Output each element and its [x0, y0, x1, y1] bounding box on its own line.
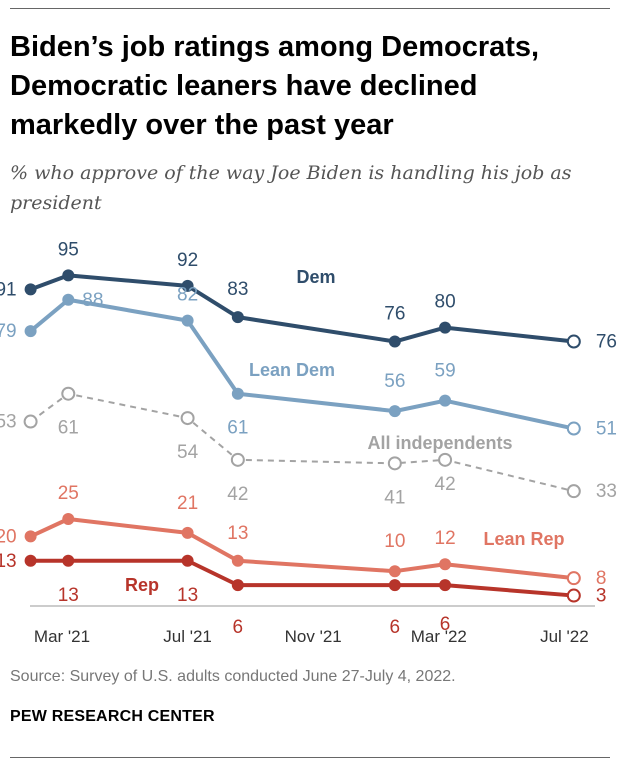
data-point-leandem-4 [388, 405, 401, 418]
data-label-dem-4: 76 [384, 304, 405, 325]
data-label-ind-3: 42 [227, 484, 248, 505]
data-label-rep-3: 6 [233, 617, 244, 638]
data-label-leandem-3: 61 [227, 418, 248, 439]
series-name-dem: Dem [296, 267, 335, 287]
series-name-rep: Rep [125, 575, 159, 595]
data-point-leandem-0 [24, 325, 37, 338]
data-label-rep-2: 13 [177, 585, 198, 606]
data-label-leanrep-0: 20 [0, 526, 17, 547]
data-point-leanrep-6 [566, 571, 581, 586]
data-label-leanrep-6: 8 [596, 568, 607, 589]
data-label-dem-3: 83 [227, 279, 248, 300]
data-point-leandem-2 [181, 314, 194, 327]
data-point-ind-3 [230, 452, 245, 467]
x-tick-label-3: Mar '22 [411, 627, 467, 646]
data-point-rep-4 [388, 579, 401, 592]
data-label-ind-4: 41 [384, 487, 405, 508]
data-point-dem-6 [566, 334, 581, 349]
data-label-rep-0: 13 [0, 551, 17, 572]
data-point-dem-4 [388, 335, 401, 348]
data-point-ind-5 [438, 452, 453, 467]
data-point-dem-3 [231, 311, 244, 324]
data-point-rep-1 [62, 554, 75, 567]
data-label-ind-2: 54 [177, 442, 199, 463]
x-tick-label-4: Jul '22 [540, 627, 589, 646]
data-label-leanrep-2: 21 [177, 493, 198, 514]
data-point-leanrep-4 [388, 565, 401, 578]
data-label-leandem-6: 51 [596, 419, 617, 440]
x-tick-label-2: Nov '21 [285, 627, 342, 646]
data-label-ind-5: 42 [435, 474, 456, 495]
data-label-leandem-2: 82 [177, 285, 198, 306]
data-label-ind-1: 61 [58, 418, 79, 439]
data-label-ind-0: 53 [0, 412, 17, 433]
x-tick-label-0: Mar '21 [34, 627, 90, 646]
data-point-dem-5 [439, 321, 452, 334]
data-label-rep-6: 3 [596, 586, 607, 607]
data-point-leandem-6 [566, 421, 581, 436]
data-label-leanrep-5: 12 [435, 528, 456, 549]
data-point-rep-6 [566, 588, 581, 603]
data-label-rep-1: 13 [58, 585, 79, 606]
data-point-ind-1 [61, 386, 76, 401]
series-name-leanrep: Lean Rep [483, 529, 564, 549]
data-point-ind-2 [180, 411, 195, 426]
data-point-rep-2 [181, 554, 194, 567]
chart-subtitle: % who approve of the way Joe Biden is ha… [10, 162, 572, 214]
data-point-leanrep-1 [62, 513, 75, 525]
data-label-dem-0: 91 [0, 279, 17, 300]
data-label-dem-6: 76 [596, 332, 617, 353]
data-point-rep-0 [24, 554, 37, 567]
data-point-ind-0 [23, 414, 38, 429]
series-name-leandem: Lean Dem [249, 360, 335, 380]
data-point-leandem-3 [231, 387, 244, 400]
data-point-ind-4 [387, 456, 402, 471]
data-point-leanrep-2 [181, 526, 194, 539]
data-point-leanrep-3 [231, 554, 244, 567]
data-point-leanrep-0 [24, 530, 37, 543]
organization-name: PEW RESEARCH CENTER [10, 708, 215, 725]
data-point-rep-5 [439, 579, 452, 592]
x-tick-label-1: Jul '21 [163, 627, 212, 646]
data-point-ind-6 [566, 484, 581, 499]
data-point-leandem-5 [439, 394, 452, 407]
source-note: Source: Survey of U.S. adults conducted … [10, 668, 456, 685]
data-label-leandem-5: 59 [435, 361, 456, 382]
data-point-dem-1 [62, 269, 75, 282]
data-label-ind-6: 33 [596, 481, 617, 502]
bottom-rule [10, 757, 610, 758]
top-rule [10, 8, 610, 9]
chart-title: Biden’s job ratings among Democrats, Dem… [10, 31, 540, 141]
data-label-leanrep-4: 10 [384, 531, 405, 552]
data-label-leandem-4: 56 [384, 371, 405, 392]
data-point-leandem-1 [62, 293, 75, 306]
data-point-dem-0 [24, 283, 37, 296]
data-label-leandem-1: 88 [82, 290, 103, 311]
data-label-rep-4: 6 [390, 617, 401, 638]
data-label-dem-2: 92 [177, 250, 198, 271]
data-label-rep-5: 6 [440, 614, 451, 635]
data-point-leanrep-5 [439, 558, 452, 571]
data-label-leandem-0: 79 [0, 321, 17, 342]
data-label-dem-5: 80 [435, 292, 456, 313]
data-label-leanrep-1: 25 [58, 483, 79, 504]
data-label-dem-1: 95 [58, 239, 79, 260]
series-name-ind: All independents [367, 433, 512, 453]
data-point-rep-3 [231, 579, 244, 592]
line-chart: Mar '21 Jul '21 Nov '21 Mar '22 Jul '22 91 95 9… [0, 239, 617, 646]
data-label-leanrep-3: 13 [227, 523, 248, 544]
data-point-dem-2 [181, 279, 194, 292]
